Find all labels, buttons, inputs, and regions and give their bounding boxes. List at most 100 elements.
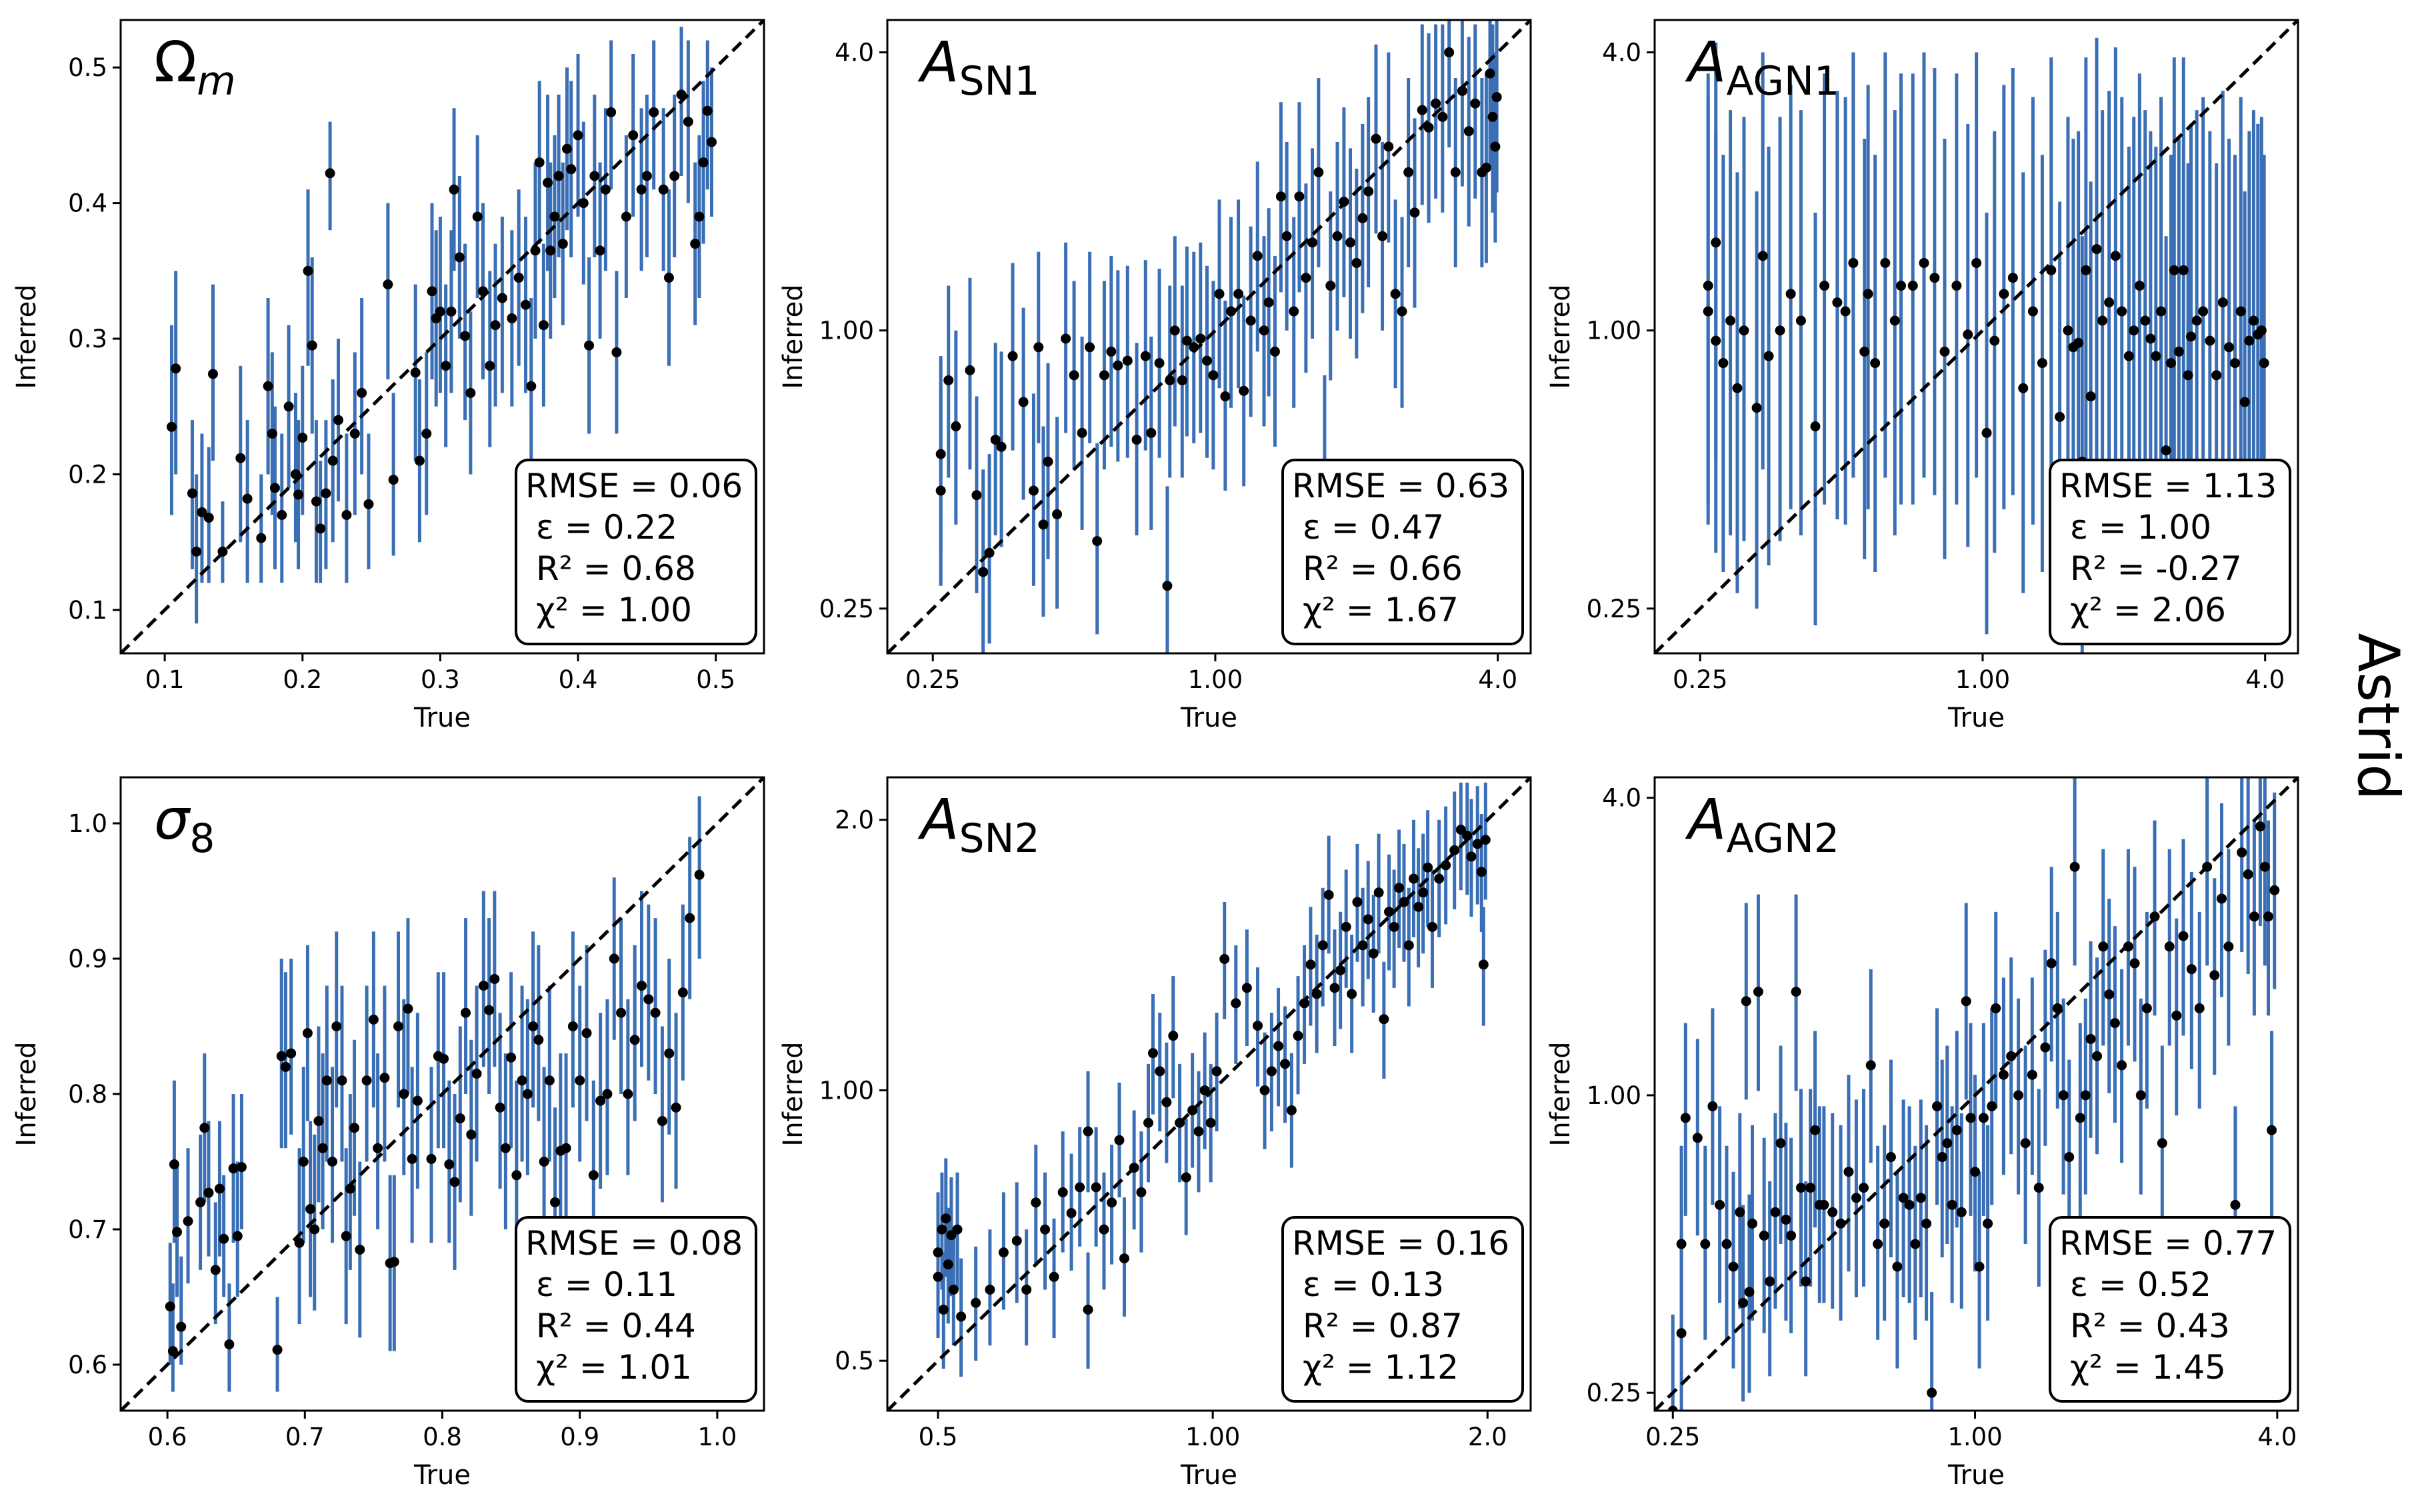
data-point bbox=[2178, 265, 2189, 275]
data-point bbox=[1335, 965, 1346, 975]
data-point bbox=[1181, 335, 1192, 346]
x-tick-label: 0.25 bbox=[1673, 665, 1727, 694]
x-axis-label: True bbox=[413, 1460, 471, 1491]
data-point bbox=[1961, 996, 1971, 1007]
data-point bbox=[500, 1143, 511, 1153]
y-tick-label: 1.00 bbox=[819, 1076, 874, 1105]
data-point bbox=[538, 320, 549, 331]
data-point bbox=[935, 485, 946, 496]
stats-box bbox=[515, 1216, 757, 1403]
data-point bbox=[1739, 325, 1749, 336]
data-point bbox=[2104, 989, 2115, 1000]
data-point bbox=[337, 1075, 347, 1086]
data-point bbox=[2097, 315, 2108, 326]
data-point bbox=[2027, 1069, 2037, 1080]
data-point bbox=[472, 211, 483, 222]
plot-area bbox=[121, 20, 764, 653]
data-point bbox=[2198, 306, 2209, 317]
data-point bbox=[2249, 911, 2259, 922]
data-point bbox=[355, 1244, 365, 1255]
stat-line: χ² = 1.01 bbox=[536, 1348, 692, 1387]
y-tick-label: 4.0 bbox=[1602, 784, 1641, 813]
data-point bbox=[1307, 237, 1318, 248]
data-point bbox=[1951, 281, 1962, 291]
data-point bbox=[1263, 297, 1274, 308]
panel-a_sn1: 0.25 1.00 4.0 0.25 1.00 4.0 True Inferred ASN1 RM… bbox=[778, 19, 1532, 733]
data-point bbox=[1963, 329, 1973, 340]
data-point bbox=[307, 340, 317, 351]
x-tick-label: 1.00 bbox=[1188, 665, 1243, 694]
data-point bbox=[172, 1227, 183, 1237]
data-point bbox=[1919, 257, 1929, 268]
data-point bbox=[2230, 1199, 2241, 1210]
data-point bbox=[313, 1116, 324, 1127]
data-point bbox=[368, 1014, 379, 1025]
data-point bbox=[690, 239, 701, 249]
data-point bbox=[383, 279, 393, 290]
data-point bbox=[1379, 1014, 1389, 1025]
data-point bbox=[325, 168, 335, 179]
data-point bbox=[702, 105, 713, 116]
y-axis-label: Inferred bbox=[11, 284, 42, 389]
x-tick-label: 0.6 bbox=[148, 1423, 187, 1451]
plot-area bbox=[121, 777, 764, 1411]
data-point bbox=[1937, 1152, 1947, 1163]
data-point bbox=[1347, 989, 1357, 999]
data-point bbox=[2040, 1042, 2051, 1053]
data-point bbox=[584, 340, 595, 351]
data-point bbox=[1738, 1297, 1749, 1308]
data-point bbox=[2006, 1051, 2017, 1061]
data-point bbox=[1266, 1066, 1277, 1077]
data-point bbox=[407, 1153, 417, 1164]
data-point bbox=[663, 273, 674, 283]
data-point bbox=[2135, 1090, 2146, 1101]
data-point bbox=[236, 1162, 247, 1173]
data-point bbox=[2141, 1003, 2152, 1013]
data-point bbox=[581, 1028, 592, 1039]
data-point bbox=[305, 1204, 316, 1215]
data-point bbox=[446, 306, 457, 317]
plot-area bbox=[887, 777, 1531, 1411]
data-point bbox=[293, 489, 304, 500]
data-point bbox=[1462, 831, 1473, 841]
data-point bbox=[1431, 98, 1441, 109]
data-point bbox=[210, 1265, 221, 1275]
data-point bbox=[657, 1116, 667, 1127]
identity-line bbox=[121, 20, 764, 653]
data-point bbox=[2235, 306, 2246, 317]
data-point bbox=[1427, 921, 1437, 932]
y-tick-label: 2.0 bbox=[835, 806, 874, 835]
data-point bbox=[1208, 370, 1219, 381]
plot-area bbox=[887, 20, 1531, 653]
data-point bbox=[2211, 370, 2222, 381]
data-point bbox=[2080, 1090, 2091, 1101]
data-point bbox=[497, 293, 507, 303]
data-point bbox=[1805, 1183, 1816, 1193]
data-point bbox=[1219, 953, 1230, 964]
data-point bbox=[1368, 948, 1379, 959]
data-point bbox=[427, 286, 437, 297]
data-point bbox=[435, 306, 445, 317]
data-point bbox=[2178, 931, 2189, 941]
data-point bbox=[1478, 959, 1489, 970]
data-point bbox=[677, 987, 688, 998]
data-point bbox=[1819, 1199, 1829, 1210]
data-point bbox=[191, 546, 202, 557]
data-point bbox=[1286, 1105, 1297, 1115]
data-point bbox=[2229, 358, 2240, 369]
data-point bbox=[1444, 47, 1455, 58]
data-point bbox=[2267, 1125, 2277, 1135]
data-point bbox=[1294, 191, 1305, 202]
panel-title: σ8 bbox=[154, 787, 215, 862]
data-point bbox=[1252, 251, 1263, 261]
data-point bbox=[410, 367, 421, 378]
data-point bbox=[534, 157, 545, 168]
data-point bbox=[1718, 358, 1729, 369]
stat-line: RMSE = 0.77 bbox=[2059, 1224, 2277, 1263]
data-point bbox=[1775, 1138, 1786, 1149]
data-point bbox=[465, 387, 476, 398]
data-point bbox=[242, 493, 253, 504]
data-point bbox=[1107, 1197, 1117, 1208]
data-point bbox=[373, 1143, 383, 1153]
data-point bbox=[1403, 167, 1414, 177]
